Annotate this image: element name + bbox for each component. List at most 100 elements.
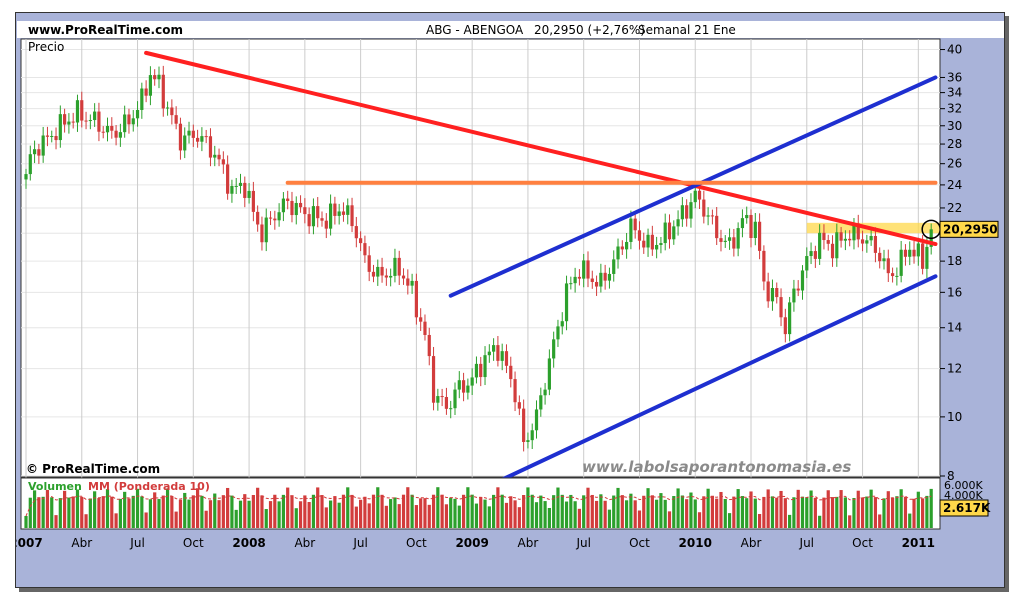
volume-bar bbox=[393, 497, 397, 528]
time-tick-label: 2007 bbox=[16, 536, 43, 550]
volume-bar bbox=[710, 495, 714, 528]
volume-bar bbox=[204, 510, 208, 528]
candle-body bbox=[75, 100, 80, 123]
candle-body bbox=[873, 235, 878, 253]
volume-bar bbox=[316, 487, 320, 528]
volume-bar bbox=[607, 509, 612, 528]
volume-mm-polyline bbox=[25, 495, 932, 517]
volume-bar bbox=[702, 496, 706, 528]
candle-body bbox=[71, 121, 75, 123]
candle-body bbox=[363, 243, 367, 256]
candle-body bbox=[346, 205, 350, 215]
volume-bar bbox=[84, 514, 88, 528]
candlesticks bbox=[24, 65, 933, 452]
time-tick-label: Jul bbox=[799, 536, 814, 550]
volume-bar bbox=[474, 503, 479, 528]
volume-bar bbox=[71, 496, 75, 528]
volume-bar bbox=[642, 495, 646, 528]
price-panel-label: Precio bbox=[28, 40, 64, 54]
candle-body bbox=[556, 326, 560, 340]
candle-body bbox=[251, 190, 255, 212]
volume-bar bbox=[123, 491, 127, 528]
volume-bar bbox=[328, 500, 333, 528]
last-price-box bbox=[939, 220, 999, 238]
candle-body bbox=[114, 130, 118, 138]
candle-body bbox=[470, 377, 474, 386]
volume-bar bbox=[569, 494, 573, 528]
candle-body bbox=[603, 272, 607, 281]
candle-body bbox=[84, 120, 88, 122]
candle-body bbox=[676, 219, 680, 227]
candle-body bbox=[522, 408, 526, 442]
candle-body bbox=[612, 259, 616, 274]
candle-body bbox=[45, 135, 50, 137]
time-tick-label: Abr bbox=[71, 536, 92, 550]
volume-bar bbox=[899, 489, 903, 528]
volume-bar bbox=[453, 498, 457, 528]
price-grid bbox=[21, 39, 940, 529]
volume-bar bbox=[337, 502, 341, 528]
candle-body bbox=[24, 174, 28, 180]
candle-body bbox=[474, 363, 479, 378]
candle-body bbox=[895, 275, 899, 277]
volume-bar bbox=[226, 487, 230, 528]
candle-body bbox=[882, 258, 886, 262]
candle-body bbox=[28, 154, 32, 175]
candle-body bbox=[903, 249, 908, 257]
trendline-channel-upper bbox=[448, 75, 938, 298]
last-volume-label: 2.617K bbox=[943, 501, 991, 515]
volume-bar bbox=[440, 494, 444, 528]
chart-svg: www.ProRealTime.com ABG - ABENGOA 20,295… bbox=[9, 21, 1005, 550]
volume-bar bbox=[530, 494, 534, 528]
candle-body bbox=[238, 182, 243, 186]
volume-bar bbox=[50, 497, 54, 528]
volume-bar bbox=[564, 501, 569, 528]
volume-bar bbox=[238, 500, 243, 528]
volume-bar bbox=[496, 487, 500, 528]
candle-body bbox=[328, 203, 333, 229]
volume-bar bbox=[200, 495, 204, 528]
volume-bar bbox=[779, 490, 783, 528]
candle-body bbox=[869, 235, 873, 241]
volume-bar bbox=[749, 491, 753, 528]
volume-bar bbox=[75, 489, 80, 528]
candle-body bbox=[710, 215, 714, 217]
volume-bar bbox=[114, 513, 118, 528]
volume-bar bbox=[161, 495, 165, 528]
volume-bar bbox=[826, 490, 830, 528]
candle-body bbox=[732, 237, 736, 249]
candle-body bbox=[200, 136, 204, 142]
volume-bar bbox=[676, 488, 680, 528]
volume-bar bbox=[757, 513, 762, 528]
candle-body bbox=[350, 205, 354, 227]
candle-body bbox=[410, 280, 414, 286]
period-label: Semanal 21 Ene bbox=[638, 23, 736, 37]
candle-body bbox=[157, 74, 161, 80]
volume-bar bbox=[517, 507, 521, 528]
volume-bar bbox=[727, 513, 732, 528]
volume-bar bbox=[273, 494, 277, 528]
volume-bar bbox=[230, 495, 234, 528]
candle-body bbox=[800, 270, 805, 291]
volume-bar bbox=[740, 496, 745, 528]
volume-bar bbox=[492, 494, 496, 528]
candle-body bbox=[573, 276, 577, 284]
candle-body bbox=[564, 283, 569, 322]
volume-bar bbox=[406, 487, 410, 528]
volume-bar bbox=[620, 495, 624, 528]
volume-bar bbox=[144, 512, 148, 528]
price-tick-label: 8 bbox=[947, 469, 955, 483]
volume-bar bbox=[685, 499, 689, 528]
volume-bar bbox=[54, 515, 58, 528]
volume-bar bbox=[165, 488, 170, 528]
candle-body bbox=[140, 88, 144, 110]
volume-bar bbox=[401, 494, 406, 528]
candle-body bbox=[625, 241, 629, 250]
site-label[interactable]: www.ProRealTime.com bbox=[28, 23, 183, 37]
volume-bar bbox=[697, 512, 702, 528]
candle-body bbox=[633, 218, 637, 231]
candle-body bbox=[97, 111, 101, 132]
candle-body bbox=[740, 218, 745, 229]
price-tick-label: 24 bbox=[947, 178, 962, 192]
candle-body bbox=[183, 135, 187, 151]
